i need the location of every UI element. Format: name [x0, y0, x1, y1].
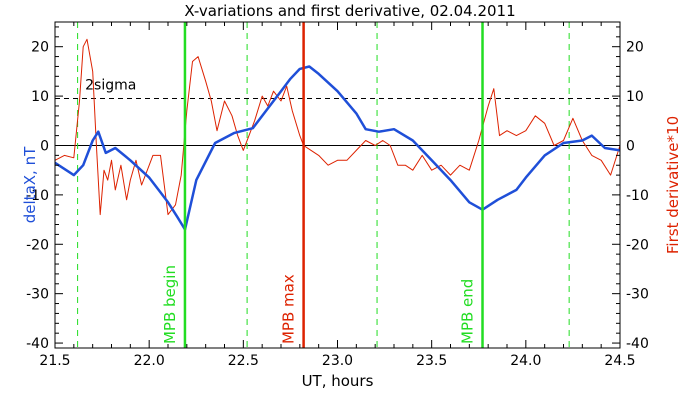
marker-label-0: MPB begin — [161, 265, 179, 344]
series-line-derivative — [54, 38, 621, 216]
y-tick-label-right: 10 — [626, 89, 644, 105]
x-tick-label: 22.0 — [134, 353, 165, 369]
y-axis-label-left: deltaX, nT — [21, 146, 39, 223]
y-tick-label-left: -30 — [26, 287, 49, 303]
y-tick-label-right: -10 — [626, 188, 649, 204]
y-tick-label-right: 20 — [626, 40, 644, 56]
x-tick-label: 24.5 — [604, 353, 635, 369]
chart-title: X-variations and first derivative, 02.04… — [184, 2, 515, 20]
y-tick-label-right: -40 — [626, 336, 649, 352]
x-tick-label: 21.5 — [39, 353, 70, 369]
plot-frame — [54, 21, 621, 349]
y-tick-label-left: -40 — [26, 336, 49, 352]
y-tick-label-left: -10 — [26, 188, 49, 204]
y-tick-label-right: -20 — [626, 237, 649, 253]
y-tick-label-left: 20 — [31, 40, 49, 56]
y-tick-label-left: -20 — [26, 237, 49, 253]
y-axis-label-right: First derivative*10 — [664, 116, 682, 254]
y-tick-label-left: 10 — [31, 89, 49, 105]
plot-area: 2sigma MPB begin MPB max MPB end 21.5 22.0 22.… — [26, 21, 649, 369]
y-tick-label-left: 0 — [40, 138, 49, 154]
marker-label-1: MPB max — [280, 274, 298, 344]
y-tick-label-right: 0 — [626, 138, 635, 154]
x-axis-label: UT, hours — [302, 372, 374, 390]
x-tick-label: 23.5 — [416, 353, 447, 369]
x-tick-label: 23.0 — [322, 353, 353, 369]
series-line-deltax — [54, 65, 621, 231]
sigma-label: 2sigma — [85, 78, 136, 94]
x-tick-label: 22.5 — [228, 353, 259, 369]
marker-label-2: MPB end — [459, 279, 477, 344]
y-tick-label-right: -30 — [626, 287, 649, 303]
x-tick-label: 24.0 — [510, 353, 541, 369]
